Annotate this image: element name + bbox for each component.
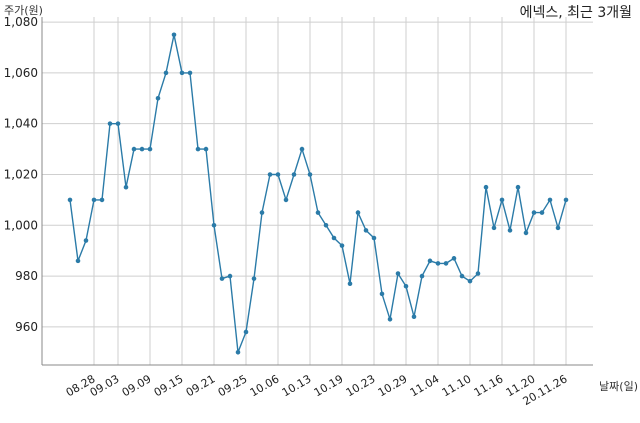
data-point — [163, 70, 169, 76]
data-point — [259, 210, 265, 215]
x-tick-label: 09.09 — [120, 372, 154, 399]
data-point — [299, 146, 305, 152]
data-point — [187, 70, 193, 76]
data-point — [491, 225, 497, 231]
x-tick-label: 09.25 — [216, 372, 250, 399]
data-point — [275, 172, 281, 177]
x-tick-label: 11.10 — [440, 372, 474, 399]
data-point — [339, 243, 345, 248]
x-tick-label: 11.04 — [408, 372, 442, 399]
x-tick-label: 09.15 — [152, 372, 186, 399]
data-point — [243, 329, 249, 335]
data-point — [227, 273, 233, 279]
chart-title: 에넥스, 최근 3개월 — [519, 5, 632, 21]
series-line — [69, 34, 567, 353]
data-point — [451, 256, 457, 261]
data-point — [467, 278, 473, 284]
data-point — [403, 283, 409, 289]
data-point — [387, 316, 393, 322]
data-point — [563, 197, 569, 203]
data-point — [195, 146, 201, 152]
data-point — [483, 184, 489, 190]
data-point — [531, 210, 537, 215]
data-point — [99, 197, 105, 203]
data-point — [395, 271, 401, 276]
data-point — [499, 197, 505, 203]
data-point — [555, 225, 561, 231]
data-point — [547, 197, 553, 203]
data-point — [443, 261, 449, 266]
data-point — [147, 146, 153, 152]
data-point — [171, 32, 177, 38]
data-point — [427, 258, 433, 264]
data-point — [539, 210, 545, 215]
y-tick-label: 1,060 — [4, 66, 38, 80]
x-tick-label: 10.06 — [248, 372, 282, 399]
data-point — [107, 121, 113, 126]
data-point — [131, 146, 137, 152]
data-point — [435, 261, 441, 266]
data-point — [315, 210, 321, 215]
y-axis-label: 주가(원) — [4, 4, 43, 17]
data-point — [291, 172, 297, 177]
data-point — [355, 210, 361, 215]
data-point — [475, 271, 481, 276]
data-point — [75, 258, 81, 264]
data-point — [283, 197, 289, 203]
data-point — [219, 276, 225, 281]
data-point — [371, 235, 377, 241]
data-point — [363, 228, 369, 233]
x-tick-label: 10.23 — [344, 372, 378, 399]
data-point — [459, 273, 465, 279]
x-axis-label: 날짜(일) — [599, 380, 638, 393]
data-point — [267, 172, 273, 177]
data-point — [331, 235, 337, 241]
data-point — [515, 184, 521, 190]
data-point — [83, 238, 89, 243]
data-point — [155, 95, 161, 101]
x-tick-label: 09.21 — [184, 372, 218, 399]
y-tick-label: 960 — [15, 320, 38, 334]
data-point — [307, 172, 313, 177]
data-point — [323, 222, 329, 228]
y-tick-label: 1,040 — [4, 117, 38, 131]
data-point — [139, 146, 145, 152]
x-tick-label: 10.13 — [280, 372, 314, 399]
data-point — [67, 197, 73, 203]
data-point — [115, 121, 121, 126]
data-point — [419, 273, 425, 279]
y-tick-label: 980 — [15, 269, 38, 283]
x-tick-label: 10.29 — [376, 372, 410, 399]
data-point — [211, 222, 217, 228]
data-point — [91, 197, 97, 203]
data-point — [203, 146, 209, 152]
data-point — [507, 228, 513, 233]
data-point — [179, 70, 185, 76]
data-point — [251, 276, 257, 281]
x-tick-label: 11.16 — [472, 372, 506, 399]
data-point — [235, 349, 241, 355]
data-point — [523, 230, 529, 236]
data-point — [379, 291, 385, 297]
data-point — [411, 314, 417, 320]
data-point — [347, 281, 353, 287]
x-tick-label: 10.19 — [312, 372, 346, 399]
y-tick-label: 1,020 — [4, 167, 38, 181]
y-tick-label: 1,080 — [4, 15, 38, 29]
y-tick-label: 1,000 — [4, 218, 38, 232]
data-point — [123, 184, 129, 190]
